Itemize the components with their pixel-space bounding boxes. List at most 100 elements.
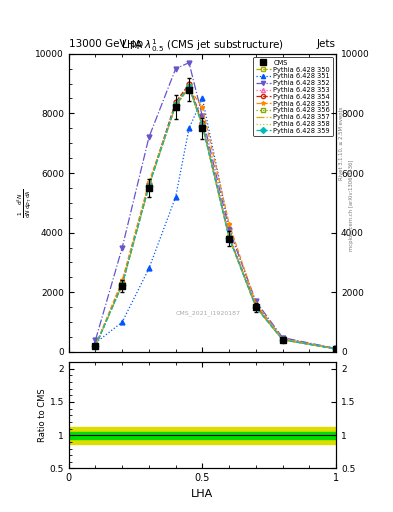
Pythia 6.428 353 [120, 282, 125, 288]
Pythia 6.428 356 [334, 346, 338, 352]
Pythia 6.428 353 [253, 302, 258, 308]
Pythia 6.428 356 [253, 304, 258, 310]
Pythia 6.428 357 [200, 123, 205, 129]
Pythia 6.428 359 [187, 84, 191, 90]
Pythia 6.428 355 [173, 103, 178, 109]
Pythia 6.428 350 [200, 122, 205, 129]
Pythia 6.428 355 [200, 104, 205, 111]
Text: CMS_2021_I1920187: CMS_2021_I1920187 [175, 310, 240, 316]
Pythia 6.428 355 [227, 221, 231, 227]
Pythia 6.428 354 [280, 336, 285, 343]
Pythia 6.428 353 [280, 336, 285, 343]
Pythia 6.428 352 [187, 59, 191, 66]
Pythia 6.428 358 [227, 234, 231, 241]
Pythia 6.428 359 [120, 282, 125, 288]
Pythia 6.428 358 [334, 346, 338, 352]
Pythia 6.428 354 [93, 343, 98, 349]
Pythia 6.428 352 [173, 66, 178, 72]
Line: Pythia 6.428 358: Pythia 6.428 358 [95, 87, 336, 349]
Pythia 6.428 354 [227, 233, 231, 240]
Line: Pythia 6.428 357: Pythia 6.428 357 [95, 88, 336, 349]
Text: Rivet 3.1.10, ≥ 2.5M events: Rivet 3.1.10, ≥ 2.5M events [339, 106, 344, 180]
Pythia 6.428 352 [120, 244, 125, 250]
Pythia 6.428 359 [280, 337, 285, 343]
Pythia 6.428 359 [200, 122, 205, 129]
Pythia 6.428 356 [200, 122, 205, 128]
Pythia 6.428 355 [334, 346, 338, 352]
Pythia 6.428 355 [253, 301, 258, 307]
Pythia 6.428 354 [173, 99, 178, 105]
Pythia 6.428 355 [147, 179, 151, 185]
Pythia 6.428 355 [120, 278, 125, 284]
Pythia 6.428 359 [93, 343, 98, 349]
Pythia 6.428 356 [227, 234, 231, 241]
Line: Pythia 6.428 353: Pythia 6.428 353 [93, 82, 338, 351]
Pythia 6.428 357 [147, 183, 151, 189]
Pythia 6.428 350 [93, 343, 98, 349]
Line: Pythia 6.428 359: Pythia 6.428 359 [93, 84, 338, 351]
Pythia 6.428 358 [253, 304, 258, 310]
Pythia 6.428 350 [280, 336, 285, 343]
Pythia 6.428 350 [334, 346, 338, 352]
Pythia 6.428 359 [334, 346, 338, 352]
Pythia 6.428 353 [173, 100, 178, 106]
Pythia 6.428 356 [93, 343, 98, 349]
Pythia 6.428 356 [120, 281, 125, 287]
Pythia 6.428 350 [120, 280, 125, 286]
Pythia 6.428 359 [253, 304, 258, 310]
Pythia 6.428 357 [120, 282, 125, 288]
Pythia 6.428 357 [173, 102, 178, 109]
Pythia 6.428 351 [200, 95, 205, 101]
Pythia 6.428 352 [334, 346, 338, 352]
Pythia 6.428 354 [200, 120, 205, 126]
Text: 13000 GeV pp: 13000 GeV pp [69, 38, 143, 49]
Pythia 6.428 354 [147, 181, 151, 187]
Line: Pythia 6.428 355: Pythia 6.428 355 [93, 86, 338, 351]
Pythia 6.428 351 [253, 301, 258, 307]
Pythia 6.428 358 [120, 282, 125, 288]
Pythia 6.428 352 [253, 298, 258, 304]
Pythia 6.428 359 [227, 235, 231, 241]
Pythia 6.428 353 [187, 82, 191, 88]
Y-axis label: $\frac{1}{\mathrm{d}N}\frac{\mathrm{d}^2 N}{\mathrm{d}p_\mathrm{T}\,\mathrm{d}\l: $\frac{1}{\mathrm{d}N}\frac{\mathrm{d}^2… [16, 188, 34, 218]
Pythia 6.428 357 [227, 235, 231, 241]
Pythia 6.428 359 [147, 183, 151, 189]
Pythia 6.428 352 [147, 134, 151, 140]
Pythia 6.428 355 [187, 85, 191, 91]
Pythia 6.428 353 [334, 346, 338, 352]
Pythia 6.428 358 [173, 102, 178, 108]
Pythia 6.428 355 [93, 343, 98, 349]
Pythia 6.428 352 [280, 334, 285, 340]
Pythia 6.428 353 [200, 121, 205, 127]
X-axis label: LHA: LHA [191, 489, 213, 499]
Pythia 6.428 351 [334, 346, 338, 352]
Line: Pythia 6.428 351: Pythia 6.428 351 [93, 96, 338, 351]
Pythia 6.428 353 [93, 343, 98, 349]
Pythia 6.428 351 [120, 319, 125, 325]
Y-axis label: Ratio to CMS: Ratio to CMS [38, 389, 47, 442]
Pythia 6.428 350 [147, 182, 151, 188]
Pythia 6.428 357 [253, 304, 258, 310]
Pythia 6.428 358 [200, 122, 205, 129]
Pythia 6.428 350 [173, 101, 178, 108]
Line: Pythia 6.428 354: Pythia 6.428 354 [93, 82, 338, 351]
Pythia 6.428 355 [280, 336, 285, 342]
Pythia 6.428 351 [147, 265, 151, 271]
Pythia 6.428 357 [280, 337, 285, 343]
Pythia 6.428 352 [227, 227, 231, 233]
Pythia 6.428 351 [280, 335, 285, 342]
Pythia 6.428 356 [147, 182, 151, 188]
Pythia 6.428 351 [93, 340, 98, 346]
Line: Pythia 6.428 356: Pythia 6.428 356 [93, 83, 338, 351]
Pythia 6.428 357 [334, 346, 338, 352]
Pythia 6.428 356 [280, 337, 285, 343]
Pythia 6.428 350 [253, 304, 258, 310]
Pythia 6.428 351 [187, 125, 191, 132]
Legend: CMS, Pythia 6.428 350, Pythia 6.428 351, Pythia 6.428 352, Pythia 6.428 353, Pyt: CMS, Pythia 6.428 350, Pythia 6.428 351,… [253, 57, 333, 136]
Text: Jets: Jets [317, 38, 336, 49]
Pythia 6.428 357 [187, 84, 191, 91]
Pythia 6.428 350 [227, 234, 231, 240]
Line: Pythia 6.428 350: Pythia 6.428 350 [93, 84, 338, 351]
Pythia 6.428 358 [280, 337, 285, 343]
Pythia 6.428 359 [173, 102, 178, 108]
